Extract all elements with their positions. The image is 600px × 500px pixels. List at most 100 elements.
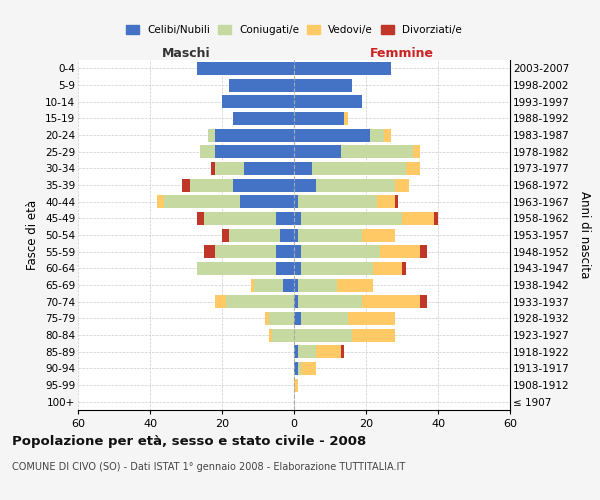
Bar: [197, 212, 204, 225]
Bar: [251, 278, 254, 291]
Bar: [294, 145, 341, 158]
Bar: [190, 178, 233, 192]
Bar: [402, 212, 434, 225]
Bar: [294, 295, 298, 308]
Bar: [373, 262, 402, 275]
Bar: [370, 128, 384, 141]
Bar: [341, 145, 413, 158]
Bar: [233, 112, 294, 125]
Bar: [294, 62, 391, 75]
Bar: [294, 328, 352, 342]
Bar: [215, 128, 294, 141]
Bar: [348, 312, 395, 325]
Bar: [420, 245, 427, 258]
Bar: [380, 245, 420, 258]
Bar: [222, 228, 229, 241]
Bar: [301, 362, 316, 375]
Y-axis label: Anni di nascita: Anni di nascita: [578, 192, 591, 278]
Bar: [377, 195, 395, 208]
Bar: [269, 312, 294, 325]
Bar: [301, 245, 380, 258]
Bar: [211, 162, 215, 175]
Bar: [294, 178, 316, 192]
Bar: [157, 195, 164, 208]
Bar: [272, 328, 294, 342]
Bar: [204, 245, 215, 258]
Bar: [182, 178, 190, 192]
Bar: [215, 162, 244, 175]
Bar: [215, 245, 276, 258]
Bar: [215, 295, 226, 308]
Bar: [395, 195, 398, 208]
Bar: [298, 345, 316, 358]
Bar: [200, 145, 215, 158]
Bar: [406, 162, 420, 175]
Bar: [265, 312, 269, 325]
Bar: [208, 128, 215, 141]
Bar: [298, 295, 362, 308]
Bar: [352, 328, 395, 342]
Bar: [294, 212, 301, 225]
Bar: [413, 145, 420, 158]
Bar: [240, 195, 294, 208]
Bar: [402, 262, 406, 275]
Legend: Celibi/Nubili, Coniugati/e, Vedovi/e, Divorziati/e: Celibi/Nubili, Coniugati/e, Vedovi/e, Di…: [126, 25, 462, 35]
Text: COMUNE DI CIVO (SO) - Dati ISTAT 1° gennaio 2008 - Elaborazione TUTTITALIA.IT: COMUNE DI CIVO (SO) - Dati ISTAT 1° genn…: [12, 462, 405, 472]
Bar: [301, 212, 402, 225]
Bar: [420, 295, 427, 308]
Y-axis label: Fasce di età: Fasce di età: [26, 200, 40, 270]
Bar: [215, 145, 294, 158]
Bar: [298, 362, 301, 375]
Bar: [298, 228, 362, 241]
Bar: [294, 195, 298, 208]
Bar: [280, 228, 294, 241]
Bar: [254, 278, 283, 291]
Bar: [362, 228, 395, 241]
Bar: [301, 262, 373, 275]
Bar: [316, 178, 395, 192]
Bar: [344, 112, 348, 125]
Text: Femmine: Femmine: [370, 47, 434, 60]
Bar: [229, 78, 294, 92]
Bar: [294, 362, 298, 375]
Bar: [341, 345, 344, 358]
Bar: [294, 162, 312, 175]
Bar: [276, 245, 294, 258]
Bar: [384, 128, 391, 141]
Bar: [301, 312, 348, 325]
Bar: [362, 295, 420, 308]
Bar: [164, 195, 240, 208]
Bar: [294, 112, 344, 125]
Bar: [337, 278, 373, 291]
Bar: [294, 228, 298, 241]
Bar: [233, 178, 294, 192]
Bar: [283, 278, 294, 291]
Bar: [197, 262, 276, 275]
Text: Popolazione per età, sesso e stato civile - 2008: Popolazione per età, sesso e stato civil…: [12, 434, 366, 448]
Bar: [294, 245, 301, 258]
Bar: [298, 278, 337, 291]
Text: Maschi: Maschi: [161, 47, 211, 60]
Bar: [229, 228, 280, 241]
Bar: [276, 212, 294, 225]
Bar: [298, 195, 377, 208]
Bar: [222, 95, 294, 108]
Bar: [294, 128, 370, 141]
Bar: [294, 95, 362, 108]
Bar: [226, 295, 294, 308]
Bar: [204, 212, 276, 225]
Bar: [395, 178, 409, 192]
Bar: [294, 312, 301, 325]
Bar: [316, 345, 341, 358]
Bar: [197, 62, 294, 75]
Bar: [244, 162, 294, 175]
Bar: [434, 212, 438, 225]
Bar: [294, 78, 352, 92]
Bar: [294, 345, 298, 358]
Bar: [294, 278, 298, 291]
Bar: [312, 162, 406, 175]
Bar: [294, 262, 301, 275]
Bar: [276, 262, 294, 275]
Bar: [269, 328, 272, 342]
Bar: [294, 378, 298, 392]
